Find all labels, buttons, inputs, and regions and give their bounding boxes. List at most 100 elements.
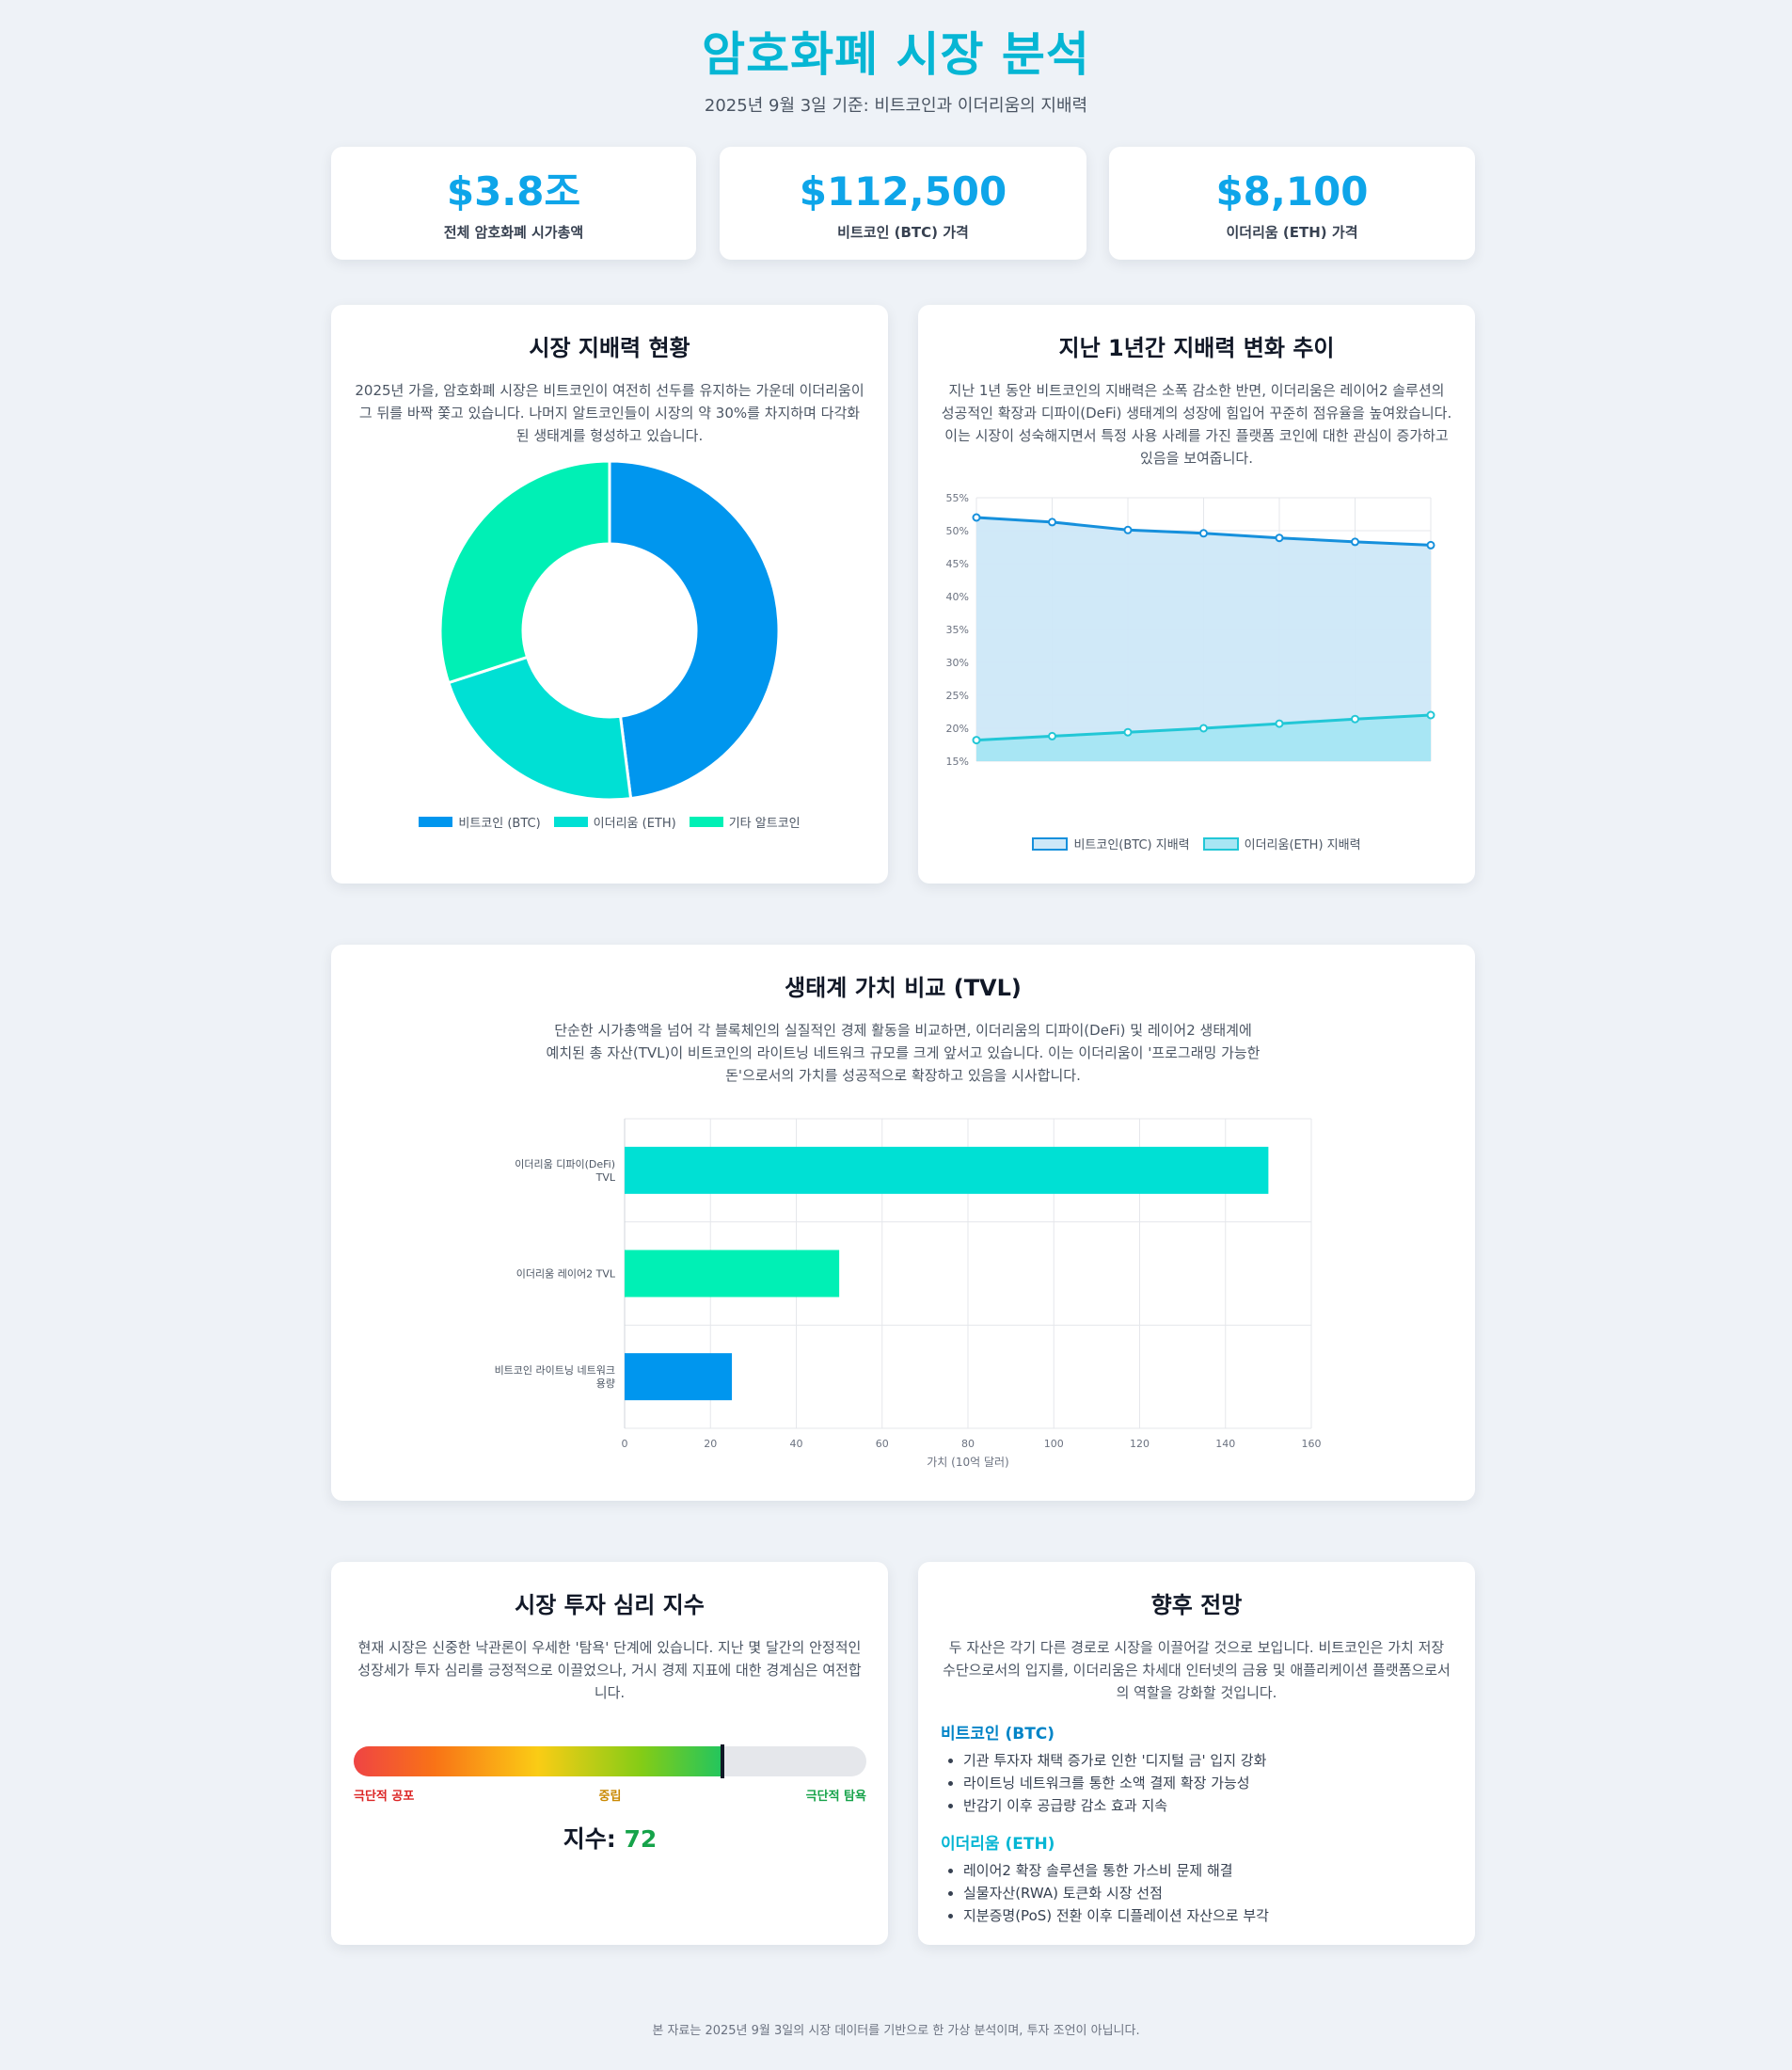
tvl-bar[interactable] (625, 1250, 840, 1298)
sentiment-description: 현재 시장은 신중한 낙관론이 우세한 '탐욕' 단계에 있습니다. 지난 몇 … (357, 1639, 862, 1701)
dominance-title: 시장 지배력 현황 (529, 335, 690, 361)
legend-item-eth[interactable]: 이더리움 (ETH) (553, 813, 676, 831)
y-tick-label: 25% (946, 690, 969, 702)
data-point[interactable] (972, 513, 981, 522)
area-fill-series-0 (976, 518, 1431, 761)
data-point[interactable] (1275, 719, 1284, 728)
x-tick-label: 120 (1130, 1438, 1150, 1450)
tvl-bar[interactable] (625, 1146, 1269, 1194)
legend-label: 이더리움 (ETH) (593, 817, 676, 831)
gauge-label-neutral: 중립 (598, 1790, 622, 1804)
data-point[interactable] (1199, 529, 1208, 538)
data-point[interactable] (1048, 518, 1056, 527)
legend-swatch (1202, 836, 1239, 851)
page-header: 암호화폐 시장 분석 2025년 9월 3일 기준: 비트코인과 이더리움의 지… (0, 21, 1792, 117)
list-item: 레이어2 확장 솔루션을 통한 가스비 문제 해결 (963, 1859, 1453, 1882)
tvl-bar-chart: 0 20 40 60 80 100 120 140 160 가치 (10억 달러) 이더리움 디파이… (495, 1118, 1322, 1469)
sentiment-title: 시장 투자 심리 지수 (515, 1592, 705, 1618)
data-point[interactable] (1199, 724, 1208, 733)
y-tick-label: 40% (946, 591, 969, 603)
tvl-description: 단순한 시가총액을 넘어 각 블록체인의 실질적인 경제 활동을 비교하면, 이… (546, 1022, 1261, 1084)
x-tick-label: 80 (961, 1438, 975, 1450)
outlook-lists: 비트코인 (BTC) 기관 투자자 채택 증가로 인한 '디지털 금' 입지 강… (941, 1720, 1453, 1940)
tvl-bar[interactable] (625, 1353, 733, 1401)
gauge-label-extreme-greed: 극단적 탐욕 (805, 1790, 866, 1804)
sentiment-gauge: 극단적 공포 중립 극단적 탐욕 지수: 72 (354, 1744, 866, 1855)
tvl-card: 생태계 가치 비교 (TVL) 단순한 시가총액을 넘어 각 블록체인의 실질적… (331, 945, 1475, 1501)
legend-item-altcoins[interactable]: 기타 알트코인 (689, 813, 801, 831)
legend-item-eth-dominance[interactable]: 이더리움(ETH) 지배력 (1202, 835, 1361, 852)
btc-outlook-heading: 비트코인 (BTC) (941, 1725, 1055, 1744)
y-tick-label: 30% (946, 657, 969, 669)
y-tick-label: 50% (946, 525, 969, 537)
footer-disclaimer: 본 자료는 2025년 9월 3일의 시장 데이터를 기반으로 한 가상 분석이… (652, 2024, 1140, 2038)
doughnut-slice-eth[interactable] (446, 655, 633, 800)
gauge-track (354, 1746, 866, 1776)
outlook-description: 두 자산은 각기 다른 경로로 시장을 이끌어갈 것으로 보입니다. 비트코인은… (943, 1639, 1451, 1701)
kpi-label: 전체 암호화폐 시가총액 (443, 224, 584, 241)
sentiment-score: 지수: 72 (354, 1821, 866, 1855)
legend-label: 이더리움(ETH) 지배력 (1244, 838, 1361, 852)
eth-outlook-heading: 이더리움 (ETH) (941, 1835, 1055, 1854)
doughnut-slice-btc[interactable] (608, 461, 781, 800)
trend-description: 지난 1년 동안 비트코인의 지배력은 소폭 감소한 반면, 이더리움은 레이어… (941, 382, 1452, 467)
x-tick-label: 60 (876, 1438, 889, 1450)
kpi-value: $3.8조 (446, 168, 581, 215)
kpi-card-eth-price: $8,100 이더리움 (ETH) 가격 (1109, 147, 1475, 260)
area-fill-series-1 (976, 715, 1431, 761)
x-tick-label: 40 (790, 1438, 803, 1450)
gauge-label-extreme-fear: 극단적 공포 (354, 1790, 415, 1804)
list-item: 라이트닝 네트워크를 통한 소액 결제 확장 가능성 (963, 1772, 1453, 1794)
data-point[interactable] (1123, 525, 1133, 534)
y-tick-label: 35% (946, 624, 969, 636)
data-point[interactable] (1351, 714, 1359, 724)
data-point[interactable] (1048, 731, 1056, 740)
dominance-doughnut-chart (438, 461, 781, 800)
list-item: 지분증명(PoS) 전환 이후 디플레이션 자산으로 부각 (963, 1904, 1453, 1927)
dominance-description: 2025년 가을, 암호화폐 시장은 비트코인이 여전히 선두를 유지하는 가운… (355, 382, 864, 444)
data-point[interactable] (1426, 710, 1435, 720)
x-tick-label: 140 (1215, 1438, 1235, 1450)
y-tick-label: 20% (946, 723, 969, 735)
y-tick-label: 55% (946, 492, 969, 504)
dominance-legend: 비트코인 (BTC) 이더리움 (ETH) 기타 알트코인 (331, 813, 888, 831)
x-tick-label: 160 (1302, 1438, 1322, 1450)
doughnut-slice-altcoins[interactable] (438, 461, 611, 685)
data-point[interactable] (1426, 540, 1435, 549)
legend-swatch (419, 817, 453, 827)
legend-item-btc-dominance[interactable]: 비트코인(BTC) 지배력 (1032, 835, 1190, 852)
y-tick-label: 이더리움 디파이(DeFi) (515, 1158, 615, 1170)
data-point[interactable] (1275, 533, 1284, 543)
legend-swatch (689, 817, 723, 827)
page-title: 암호화폐 시장 분석 (702, 27, 1090, 82)
kpi-card-btc-price: $112,500 비트코인 (BTC) 가격 (720, 147, 1086, 260)
trend-card: 지난 1년간 지배력 변화 추이 지난 1년 동안 비트코인의 지배력은 소폭 … (918, 305, 1475, 884)
outlook-card: 향후 전망 두 자산은 각기 다른 경로로 시장을 이끌어갈 것으로 보입니다.… (918, 1562, 1475, 1945)
legend-swatch (1032, 836, 1069, 851)
y-tick-label: 비트코인 라이트닝 네트워크 (495, 1364, 615, 1377)
score-value: 72 (624, 1825, 658, 1853)
data-point[interactable] (1123, 727, 1133, 737)
gauge-needle (721, 1744, 725, 1778)
data-point[interactable] (1351, 537, 1359, 547)
kpi-label: 이더리움 (ETH) 가격 (1226, 224, 1358, 241)
kpi-value: $112,500 (799, 168, 1007, 215)
list-item: 반감기 이후 공급량 감소 효과 지속 (963, 1794, 1453, 1817)
y-tick-label: 용량 (596, 1377, 615, 1390)
dominance-trend-chart: 15%20%25%30%35%40%45%50%55%2024/092024/1… (946, 492, 1435, 766)
btc-outlook-list: 기관 투자자 채택 증가로 인한 '디지털 금' 입지 강화 라이트닝 네트워크… (941, 1749, 1453, 1817)
gauge-fill (354, 1746, 723, 1776)
outlook-title: 향후 전망 (1150, 1592, 1243, 1618)
x-axis-title: 가치 (10억 달러) (927, 1456, 1008, 1469)
legend-item-btc[interactable]: 비트코인 (BTC) (419, 813, 541, 831)
x-tick-label: 100 (1044, 1438, 1064, 1450)
y-tick-label: 45% (946, 558, 969, 570)
legend-label: 기타 알트코인 (728, 817, 801, 831)
list-item: 실물자산(RWA) 토큰화 시장 선점 (963, 1882, 1453, 1904)
kpi-label: 비트코인 (BTC) 가격 (837, 224, 969, 241)
page-subtitle: 2025년 9월 3일 기준: 비트코인과 이더리움의 지배력 (704, 96, 1088, 116)
kpi-value: $8,100 (1215, 168, 1369, 215)
score-label: 지수: (563, 1825, 616, 1853)
legend-label: 비트코인(BTC) 지배력 (1073, 838, 1190, 852)
data-point[interactable] (972, 736, 981, 745)
